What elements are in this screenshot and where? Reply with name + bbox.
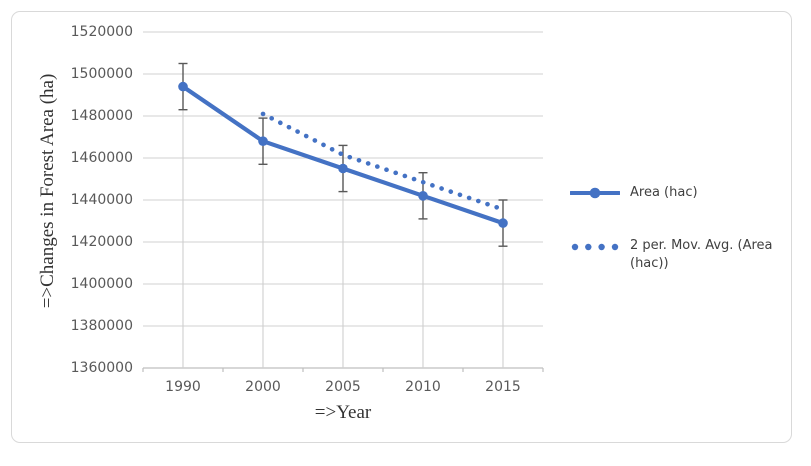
y-tick-label: 1360000 xyxy=(70,360,133,376)
y-tick-label: 1520000 xyxy=(70,24,133,40)
y-axis-title: =>Changes in Forest Area (ha) xyxy=(37,73,58,309)
data-point-marker xyxy=(418,191,428,201)
legend-label-movavg: 2 per. Mov. Avg. (Area (hac)) xyxy=(630,238,773,271)
x-tick-label: 2010 xyxy=(405,379,441,395)
legend-dots-icon xyxy=(571,243,619,251)
x-axis-title: =>Year xyxy=(314,402,372,423)
y-tick-label: 1400000 xyxy=(70,276,133,292)
x-tick-label: 2005 xyxy=(325,379,361,395)
x-tick-label: 1990 xyxy=(165,379,201,395)
data-point-marker xyxy=(178,81,188,92)
legend-item-area: Area (hac) xyxy=(570,184,698,202)
movavg-dotted-line xyxy=(260,111,506,212)
x-tick-label: 2000 xyxy=(245,379,281,395)
legend-label-area: Area (hac) xyxy=(630,185,698,200)
y-tick-label: 1380000 xyxy=(70,318,133,334)
data-point-marker xyxy=(258,136,268,146)
y-tick-label: 1440000 xyxy=(70,192,133,208)
chart-frame[interactable] xyxy=(11,11,792,443)
y-tick-label: 1500000 xyxy=(70,66,133,82)
data-point-marker xyxy=(498,218,508,228)
y-tick-label: 1460000 xyxy=(70,150,133,166)
y-tick-label: 1420000 xyxy=(70,234,133,250)
data-point-marker xyxy=(338,163,348,174)
x-tick-label: 2015 xyxy=(485,379,521,395)
legend-item-movavg: 2 per. Mov. Avg. (Area (hac)) xyxy=(570,237,788,273)
legend-line-circle-icon xyxy=(570,187,620,199)
y-tick-label: 1480000 xyxy=(70,108,133,124)
